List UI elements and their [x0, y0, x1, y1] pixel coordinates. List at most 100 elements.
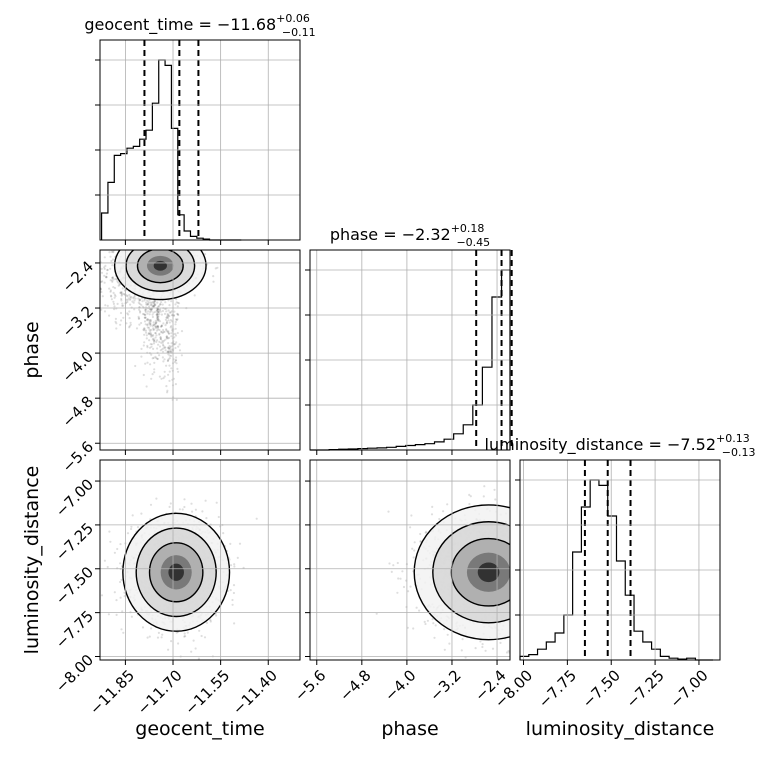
scatter-phase-vs-luminosity-distance-point — [512, 589, 514, 591]
scatter-geocent-time-vs-phase-point — [161, 241, 163, 243]
scatter-geocent-time-vs-phase-point — [167, 358, 170, 361]
scatter-geocent-time-vs-phase-point — [166, 313, 169, 316]
scatter-geocent-time-vs-phase-point — [134, 297, 137, 300]
scatter-geocent-time-vs-phase-point — [149, 319, 152, 322]
scatter-phase-vs-luminosity-distance-point — [375, 612, 378, 615]
scatter-geocent-time-vs-phase-point — [134, 246, 136, 248]
scatter-geocent-time-vs-phase-point — [147, 319, 151, 322]
scatter-geocent-time-vs-phase-point — [140, 245, 142, 247]
scatter-geocent-time-vs-phase-point — [164, 246, 166, 248]
scatter-phase-vs-luminosity-distance-point — [507, 649, 510, 653]
scatter-geocent-time-vs-phase-point — [114, 295, 117, 298]
scatter-geocent-time-vs-phase-point — [145, 385, 148, 388]
scatter-phase-vs-luminosity-distance-point — [512, 583, 514, 585]
scatter-geocent-time-vs-phase-point — [212, 280, 215, 283]
scatter-phase-vs-luminosity-distance-point — [517, 589, 519, 591]
scatter-phase-vs-luminosity-distance-point — [512, 587, 514, 589]
scatter-geocent-time-vs-phase-point — [97, 284, 99, 286]
scatter-geocent-time-vs-phase-point — [109, 294, 113, 297]
scatter-geocent-time-vs-phase-point — [160, 243, 162, 245]
scatter-geocent-time-vs-luminosity-distance-point — [106, 565, 109, 569]
scatter-geocent-time-vs-phase-point — [176, 318, 179, 321]
scatter-geocent-time-vs-phase-point — [164, 324, 167, 327]
scatter-geocent-time-vs-phase-point — [149, 332, 152, 335]
scatter-geocent-time-vs-phase-point — [111, 280, 114, 283]
scatter-geocent-time-vs-phase-point — [167, 346, 170, 349]
scatter-geocent-time-vs-phase-point — [146, 319, 149, 322]
scatter-geocent-time-vs-phase-point — [168, 379, 171, 382]
scatter-geocent-time-vs-phase-point — [190, 247, 192, 249]
scatter-geocent-time-vs-phase-point — [155, 313, 158, 316]
scatter-phase-vs-luminosity-distance-point — [517, 597, 519, 599]
scatter-geocent-time-vs-phase-point — [137, 317, 140, 320]
scatter-phase-vs-luminosity-distance-point — [511, 556, 513, 558]
scatter-geocent-time-vs-phase-point — [144, 329, 147, 332]
hist-phase-background — [310, 250, 510, 450]
scatter-geocent-time-vs-phase-point — [154, 355, 157, 358]
scatter-geocent-time-vs-luminosity-distance-point — [231, 603, 234, 606]
scatter-geocent-time-vs-luminosity-distance-point — [156, 636, 160, 639]
scatter-geocent-time-vs-phase-point — [179, 240, 181, 242]
scatter-geocent-time-vs-phase-point — [159, 244, 161, 246]
scatter-geocent-time-vs-phase-point — [146, 344, 149, 347]
scatter-geocent-time-vs-phase-point — [157, 304, 161, 308]
scatter-geocent-time-vs-luminosity-distance-point — [215, 501, 218, 504]
scatter-geocent-time-vs-phase-point — [158, 245, 160, 247]
scatter-geocent-time-vs-phase-point — [149, 308, 152, 311]
scatter-geocent-time-vs-luminosity-distance-point — [113, 551, 116, 554]
scatter-geocent-time-vs-phase-point — [157, 318, 160, 321]
scatter-geocent-time-vs-phase-point — [105, 276, 108, 279]
scatter-geocent-time-vs-luminosity-distance-point — [233, 563, 236, 566]
scatter-phase-vs-luminosity-distance-point — [511, 559, 513, 561]
scatter-geocent-time-vs-phase-point — [156, 307, 160, 311]
scatter-phase-vs-luminosity-distance-point — [511, 593, 513, 595]
scatter-geocent-time-vs-phase-point — [167, 332, 170, 335]
scatter-geocent-time-vs-phase-point — [116, 280, 119, 283]
scatter-phase-vs-luminosity-distance-point — [511, 586, 513, 588]
scatter-geocent-time-vs-phase-point — [166, 331, 170, 334]
scatter-geocent-time-vs-luminosity-distance-point — [232, 584, 236, 587]
scatter-geocent-time-vs-phase-point — [154, 300, 157, 303]
scatter-geocent-time-vs-phase-point — [185, 242, 187, 244]
scatter-geocent-time-vs-phase-point — [150, 308, 153, 311]
scatter-geocent-time-vs-phase-point — [149, 363, 152, 366]
scatter-geocent-time-vs-phase-point — [174, 245, 176, 247]
scatter-geocent-time-vs-phase-point — [144, 309, 147, 312]
scatter-geocent-time-vs-phase-point — [126, 300, 129, 304]
scatter-geocent-time-vs-phase-point — [167, 342, 170, 345]
scatter-geocent-time-vs-luminosity-distance-point — [119, 596, 122, 599]
scatter-phase-vs-luminosity-distance-point — [510, 617, 512, 619]
scatter-geocent-time-vs-phase-point — [150, 247, 152, 249]
scatter-geocent-time-vs-luminosity-distance-point — [157, 631, 160, 635]
scatter-geocent-time-vs-phase-point — [166, 314, 169, 318]
scatter-geocent-time-vs-luminosity-distance-point — [194, 508, 197, 511]
scatter-geocent-time-vs-luminosity-distance-point — [198, 629, 201, 632]
scatter-geocent-time-vs-phase-point — [157, 315, 160, 318]
scatter-geocent-time-vs-phase-point — [108, 241, 110, 243]
scatter-phase-vs-luminosity-distance-point — [474, 647, 477, 650]
scatter-geocent-time-vs-luminosity-distance-point — [115, 599, 118, 602]
scatter-phase-vs-luminosity-distance-point — [432, 622, 435, 625]
scatter-geocent-time-vs-phase-point — [146, 318, 149, 321]
scatter-geocent-time-vs-phase-point — [161, 303, 164, 306]
scatter-geocent-time-vs-phase-point — [158, 242, 160, 244]
scatter-geocent-time-vs-phase-point — [170, 354, 173, 357]
scatter-geocent-time-vs-phase-point — [169, 350, 172, 353]
scatter-phase-vs-luminosity-distance-point — [396, 591, 399, 594]
scatter-geocent-time-vs-phase-point — [133, 308, 136, 311]
scatter-geocent-time-vs-phase-point — [132, 301, 135, 304]
scatter-geocent-time-vs-phase-point — [170, 367, 173, 370]
scatter-geocent-time-vs-phase-point — [137, 301, 140, 304]
scatter-geocent-time-vs-luminosity-distance-point — [204, 499, 207, 502]
scatter-geocent-time-vs-phase-point — [156, 317, 159, 320]
scatter-geocent-time-vs-phase-point — [113, 305, 116, 308]
scatter-geocent-time-vs-phase-point — [164, 338, 167, 341]
scatter-geocent-time-vs-phase-point — [163, 330, 166, 333]
scatter-geocent-time-vs-phase-point — [165, 329, 168, 332]
scatter-geocent-time-vs-phase-point — [150, 302, 153, 305]
scatter-phase-vs-luminosity-distance-point — [510, 576, 512, 578]
scatter-phase-vs-luminosity-distance-point — [511, 526, 513, 528]
scatter-geocent-time-vs-phase-point — [145, 245, 147, 247]
scatter-geocent-time-vs-phase-point — [180, 245, 182, 247]
scatter-geocent-time-vs-phase-point — [128, 317, 131, 320]
